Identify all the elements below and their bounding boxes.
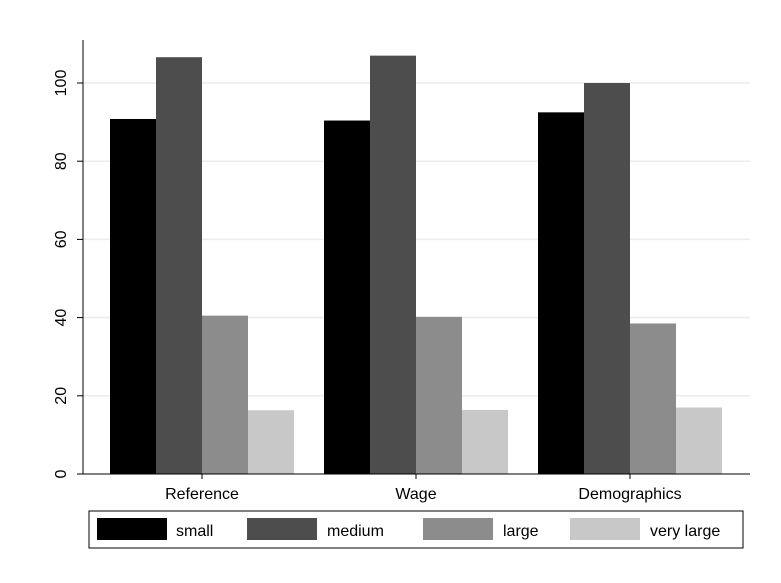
axes: 0 20 40 60 80 100 Reference Wage Demographics [53, 40, 750, 503]
y-tick-label: 80 [53, 152, 70, 170]
bar-medium-reference [156, 57, 202, 474]
legend-label-medium: medium [327, 523, 384, 540]
bar-very-large-wage [462, 409, 508, 474]
bar-very-large-demographics [676, 407, 722, 474]
bar-very-large-reference [248, 410, 294, 474]
bar-medium-wage [370, 55, 416, 474]
bar-small-reference [110, 118, 156, 475]
legend-swatch-small [97, 518, 167, 540]
x-tick-label: Demographics [578, 486, 681, 503]
y-tick-label: 0 [53, 469, 70, 478]
legend-label-small: small [176, 523, 213, 540]
bar-small-demographics [538, 112, 584, 474]
bar-large-wage [416, 316, 462, 474]
legend-label-large: large [503, 523, 539, 540]
legend: small medium large very large [88, 510, 744, 549]
bar-large-reference [202, 315, 248, 474]
bar-small-wage [324, 120, 370, 475]
bar-medium-demographics [584, 83, 630, 475]
bar-large-demographics [630, 323, 676, 474]
legend-swatch-medium [247, 518, 317, 540]
bars [110, 55, 722, 475]
legend-swatch-large [423, 518, 493, 540]
y-tick-label: 100 [53, 70, 70, 97]
y-tick-label: 20 [53, 387, 70, 405]
y-tick-label: 60 [53, 230, 70, 248]
x-tick-label: Wage [395, 486, 436, 503]
legend-swatch-very-large [570, 518, 640, 540]
legend-label-very-large: very large [650, 523, 720, 540]
y-tick-label: 40 [53, 309, 70, 327]
x-tick-label: Reference [165, 486, 239, 503]
